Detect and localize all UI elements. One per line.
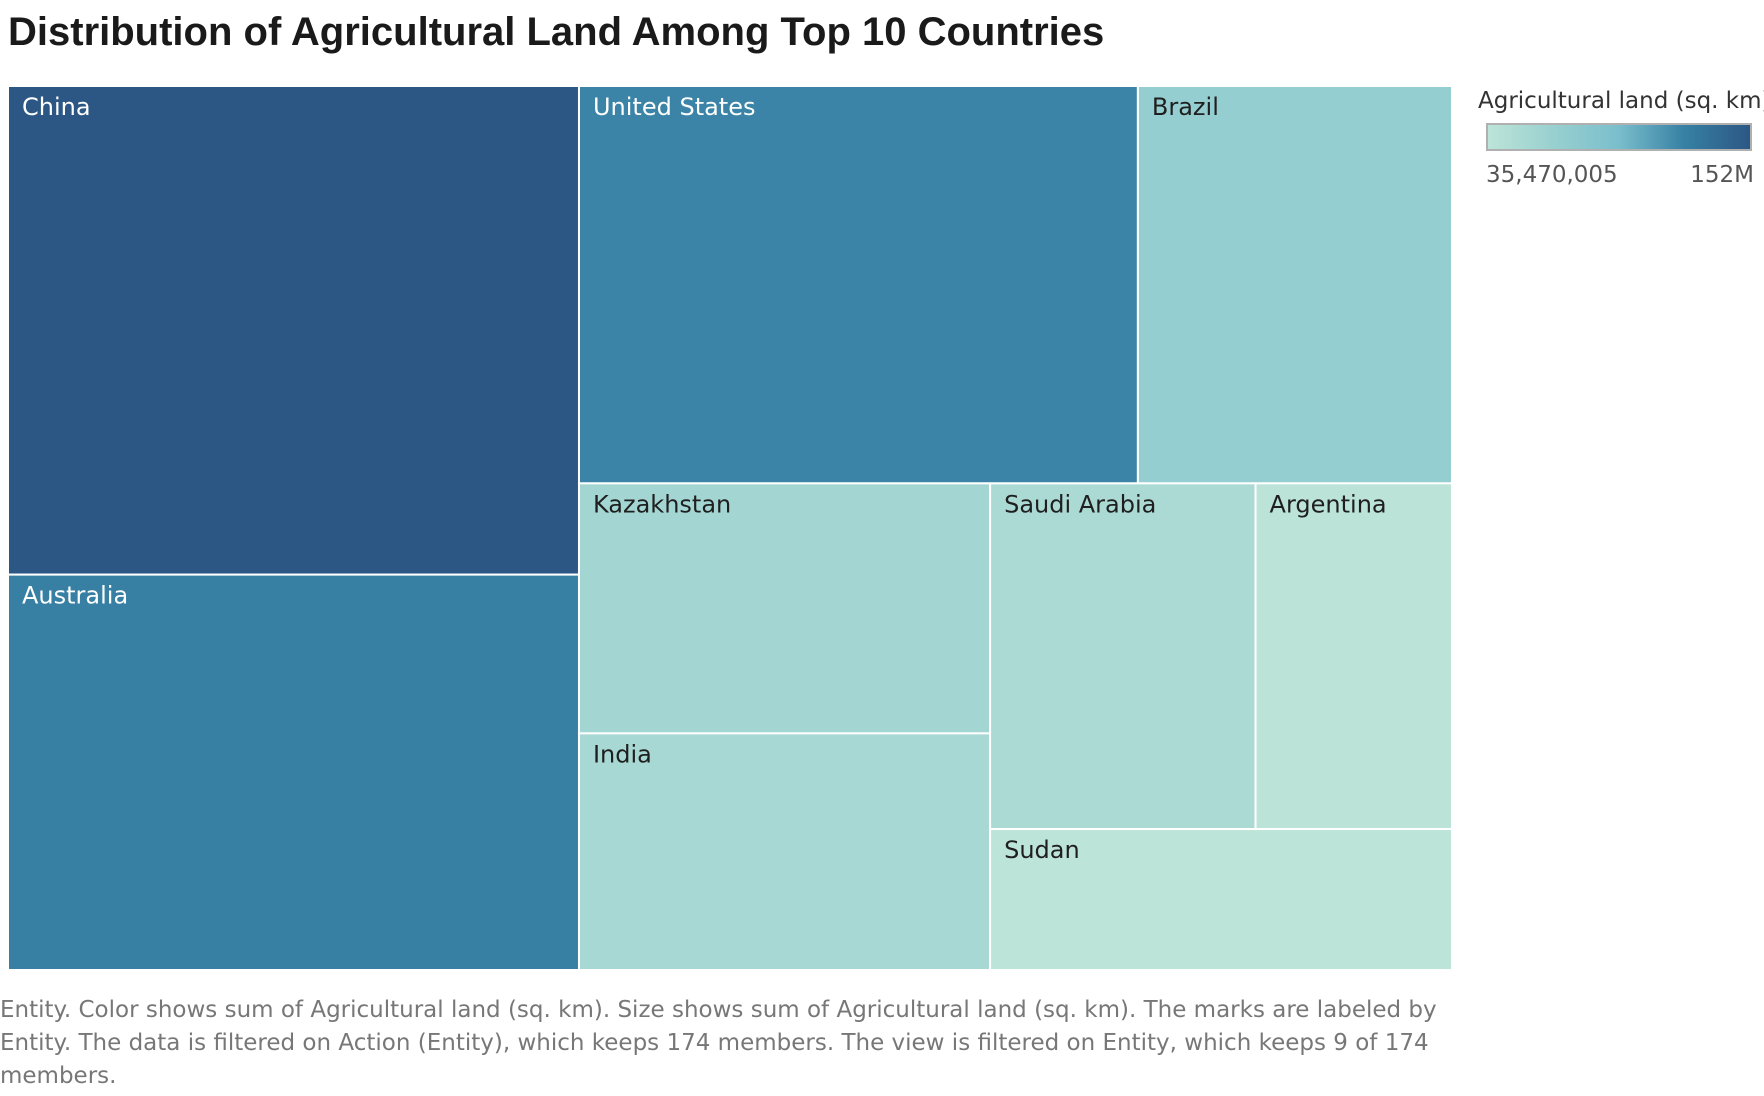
legend-min-label: 35,470,005	[1486, 162, 1618, 188]
treemap-label-kazakhstan: Kazakhstan	[593, 490, 731, 518]
treemap-cell-argentina[interactable]	[1254, 482, 1452, 831]
treemap: China Australia United States Brazil Kazakhs…	[8, 86, 1452, 970]
chart-title: Distribution of Agricultural Land Among …	[8, 10, 1105, 54]
treemap-cell-saudi-arabia[interactable]	[989, 482, 1257, 831]
treemap-cell-india[interactable]	[577, 732, 992, 970]
treemap-label-saudi-arabia: Saudi Arabia	[1004, 490, 1156, 518]
treemap-label-brazil: Brazil	[1152, 93, 1219, 121]
treemap-cell-brazil[interactable]	[1136, 86, 1452, 485]
treemap-cell-kazakhstan[interactable]	[577, 482, 992, 735]
legend-title: Agricultural land (sq. km)	[1478, 88, 1764, 114]
treemap-label-china: China	[22, 93, 91, 121]
treemap-cell-sudan[interactable]	[989, 828, 1452, 970]
legend-max-label: 152M	[1690, 162, 1754, 188]
treemap-cell-australia[interactable]	[8, 573, 580, 970]
treemap-label-united-states: United States	[593, 93, 756, 121]
treemap-label-sudan: Sudan	[1004, 836, 1080, 864]
treemap-label-australia: Australia	[22, 582, 128, 610]
legend-color-ramp	[1486, 123, 1752, 151]
treemap-cell-china[interactable]	[8, 86, 580, 576]
chart-caption: Entity. Color shows sum of Agricultural …	[0, 997, 1437, 1089]
treemap-label-india: India	[593, 740, 652, 768]
treemap-cell-united-states[interactable]	[577, 86, 1139, 485]
treemap-label-argentina: Argentina	[1270, 490, 1387, 518]
